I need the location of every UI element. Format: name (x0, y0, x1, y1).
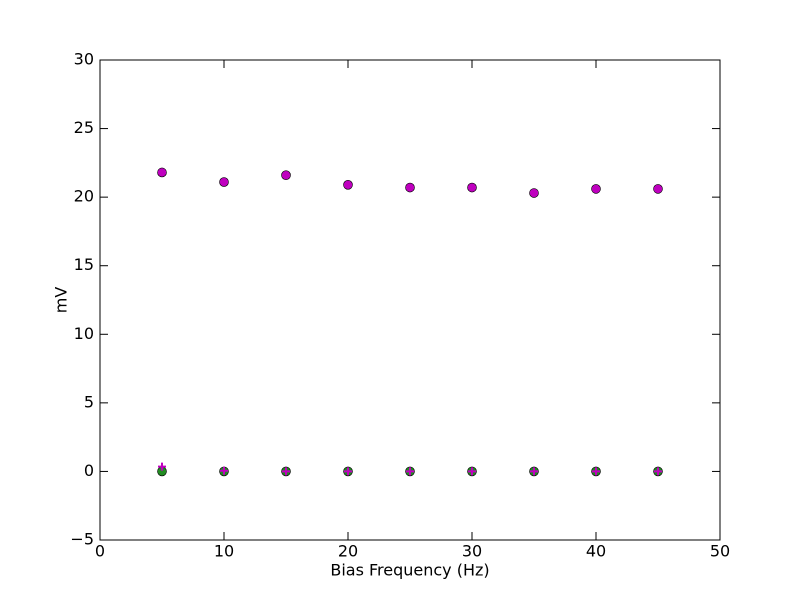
y-tick-label: −5 (70, 530, 94, 549)
point (157, 167, 167, 178)
point-plus (468, 467, 476, 476)
x-tick-label: 0 (95, 542, 105, 561)
point (281, 170, 291, 180)
point-plus (592, 467, 600, 476)
point (343, 180, 353, 190)
x-tick-label: 20 (338, 542, 358, 561)
y-tick-label: 20 (74, 187, 94, 206)
point-plus (220, 466, 228, 475)
point-plus (344, 467, 352, 476)
x-tick-label: 50 (710, 542, 730, 561)
x-tick-label: 10 (214, 542, 234, 561)
plot-frame (99, 59, 721, 541)
y-axis-label: mV (52, 287, 71, 314)
point-plus (158, 462, 166, 471)
y-tick-label: 10 (74, 324, 94, 343)
point (529, 188, 539, 198)
y-tick-label: 30 (74, 50, 94, 69)
point (219, 177, 229, 187)
y-tick-label: 25 (74, 118, 94, 137)
y-tick-label: 15 (74, 255, 94, 274)
point (653, 184, 663, 194)
y-tick-label: 0 (84, 461, 94, 480)
point-plus (282, 467, 290, 476)
point (405, 182, 415, 193)
point-plus (654, 467, 662, 476)
y-tick-label: 5 (84, 392, 94, 411)
x-tick-label: 40 (586, 542, 606, 561)
point-plus (530, 467, 538, 476)
point (467, 182, 477, 193)
point (591, 184, 601, 194)
x-axis-label: Bias Frequency (Hz) (330, 561, 489, 580)
point-plus (406, 467, 414, 476)
x-tick-label: 30 (462, 542, 482, 561)
